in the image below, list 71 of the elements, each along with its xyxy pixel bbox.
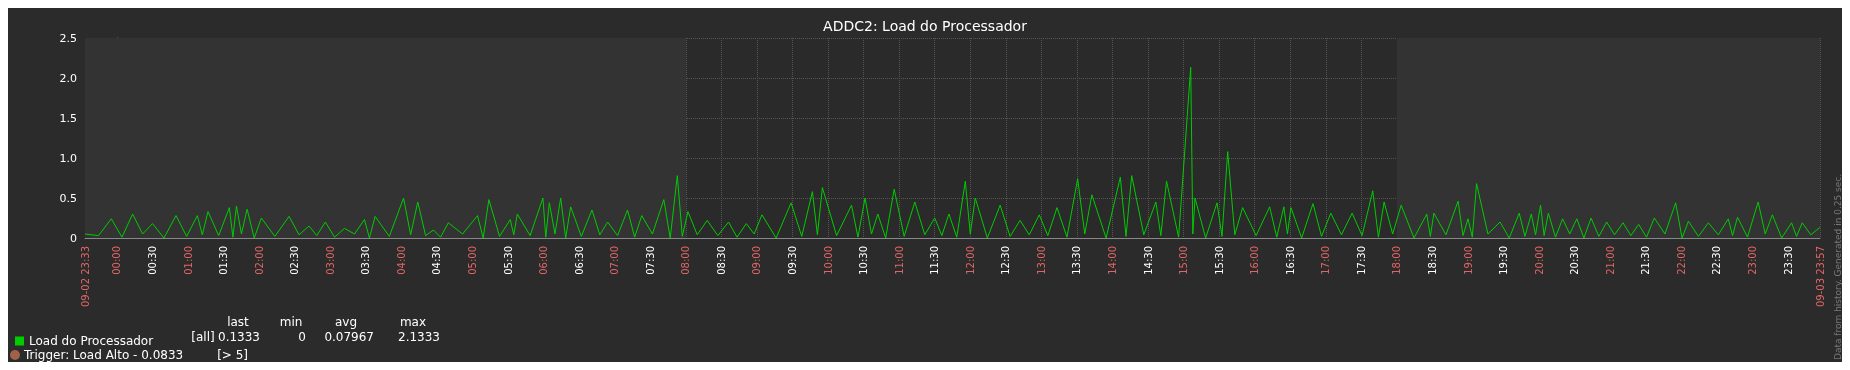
x-tick-label: 15:30 <box>1213 246 1225 275</box>
x-tick-label: 08:00 <box>680 246 692 275</box>
y-tick-label: 1.0 <box>59 151 77 165</box>
text: avg <box>334 315 358 329</box>
legend-label: Load do Processador <box>29 334 154 348</box>
x-tick-label: 01:00 <box>182 246 194 275</box>
x-tick-label: 02:30 <box>289 246 301 275</box>
text: max <box>399 315 427 329</box>
x-tick-label: 21:30 <box>1640 246 1652 275</box>
x-tick-label: 22:00 <box>1675 246 1687 275</box>
x-tick-label: 21:00 <box>1604 246 1616 275</box>
x-tick-label: 09:00 <box>751 246 763 275</box>
x-tick-label: 13:30 <box>1071 246 1083 275</box>
x-tick-label: 20:30 <box>1569 246 1581 275</box>
x-tick-label: 07:00 <box>609 246 621 275</box>
line-series <box>84 66 1821 239</box>
x-tick-label: 16:30 <box>1284 246 1296 275</box>
x-tick-label: 14:00 <box>1106 246 1118 275</box>
x-tick-label: 12:30 <box>1000 246 1012 275</box>
text: 0.07967 <box>324 330 374 344</box>
x-tick-label: 11:30 <box>929 246 941 275</box>
x-tick-label: 22:30 <box>1711 246 1723 275</box>
x-tick-label: 20:00 <box>1533 246 1545 275</box>
x-tick-label: 03:30 <box>360 246 372 275</box>
x-tick-label: 11:00 <box>893 246 905 275</box>
x-tick-label: 15:00 <box>1178 246 1190 275</box>
x-tick-label: 09:30 <box>787 246 799 275</box>
x-tick-label: 06:00 <box>538 246 550 275</box>
x-tick-label: 14:30 <box>1142 246 1154 275</box>
x-tick-label: 10:30 <box>858 246 870 275</box>
x-tick-label: 10:00 <box>822 246 834 275</box>
text: [all] <box>191 330 215 344</box>
x-tick-label: 09-03 23:57 <box>1814 246 1826 308</box>
x-tick-label: 23:00 <box>1746 246 1758 275</box>
text: min <box>279 315 303 329</box>
x-tick-label: 23:30 <box>1782 246 1794 275</box>
x-tick-label: 04:00 <box>395 246 407 275</box>
text: [> 5] <box>217 348 249 362</box>
x-tick-label: 17:30 <box>1355 246 1367 275</box>
y-tick-label: 0.5 <box>59 191 77 205</box>
text: 0.1333 <box>218 330 260 344</box>
y-tick-label: 2.0 <box>59 71 77 85</box>
x-tick-label: 08:30 <box>715 246 727 275</box>
y-tick-label: 1.5 <box>59 111 77 125</box>
y-tick-label: 0 <box>70 231 77 245</box>
x-tick-label: 09-02 23:33 <box>79 246 91 308</box>
text: 2.1333 <box>398 330 440 344</box>
x-tick-label: 16:00 <box>1249 246 1261 275</box>
x-tick-label: 17:00 <box>1320 246 1332 275</box>
x-tick-label: 05:30 <box>502 246 514 275</box>
x-tick-label: 05:00 <box>467 246 479 275</box>
text: Trigger: Load Alto - 0.0833 <box>24 348 184 362</box>
x-tick-label: 18:30 <box>1426 246 1438 275</box>
x-tick-label: 19:00 <box>1462 246 1474 275</box>
x-tick-label: 12:00 <box>964 246 976 275</box>
x-tick-label: 13:00 <box>1035 246 1047 275</box>
text: Data from history. Generated in 0.25 sec. <box>1833 173 1843 360</box>
chart-title: ADDC2: Load do Processador <box>823 18 1028 34</box>
x-tick-label: 01:30 <box>218 246 230 275</box>
text: 0 <box>298 330 306 344</box>
x-tick-label: 02:00 <box>253 246 265 275</box>
text: last <box>227 315 250 329</box>
x-tick-label: 07:30 <box>644 246 656 275</box>
x-tick-label: 06:30 <box>573 246 585 275</box>
x-tick-label: 00:30 <box>147 246 159 275</box>
x-tick-label: 00:00 <box>111 246 123 275</box>
x-tick-label: 04:30 <box>431 246 443 275</box>
x-tick-label: 18:00 <box>1391 246 1403 275</box>
x-tick-label: 03:00 <box>324 246 336 275</box>
y-tick-label: 2.5 <box>59 31 77 45</box>
x-tick-label: 19:30 <box>1498 246 1510 275</box>
